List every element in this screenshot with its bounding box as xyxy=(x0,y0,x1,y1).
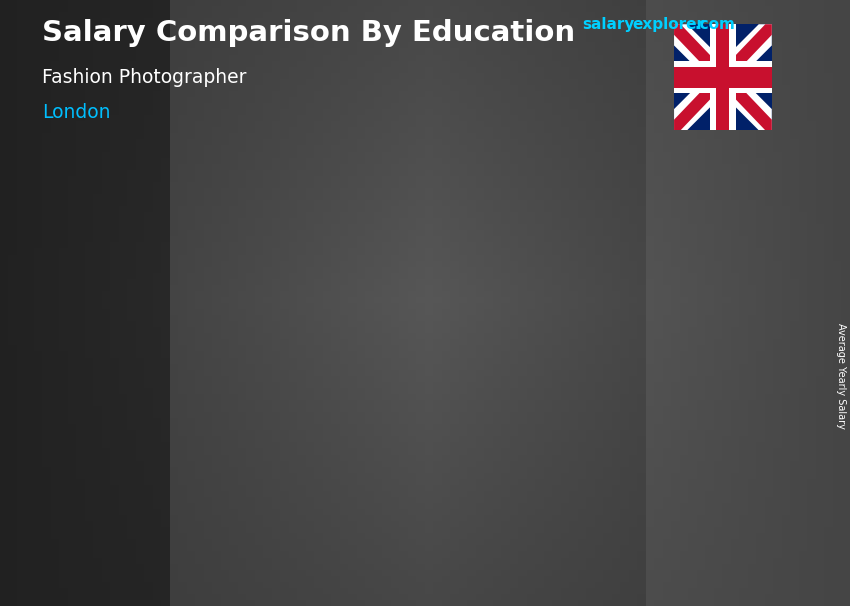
Text: Salary Comparison By Education: Salary Comparison By Education xyxy=(42,19,575,47)
Polygon shape xyxy=(674,24,772,130)
Text: +31%: +31% xyxy=(557,222,625,242)
FancyBboxPatch shape xyxy=(277,402,366,404)
Bar xyxy=(710,24,736,130)
Bar xyxy=(674,61,772,93)
FancyBboxPatch shape xyxy=(451,347,540,527)
Polygon shape xyxy=(674,24,772,130)
Text: Fashion Photographer: Fashion Photographer xyxy=(42,68,247,87)
Text: .com: .com xyxy=(694,17,735,32)
Text: London: London xyxy=(42,103,111,122)
FancyBboxPatch shape xyxy=(626,291,714,527)
FancyBboxPatch shape xyxy=(192,422,207,527)
Text: Average Yearly Salary: Average Yearly Salary xyxy=(836,323,846,428)
FancyBboxPatch shape xyxy=(451,347,540,349)
Text: explorer: explorer xyxy=(632,17,705,32)
FancyBboxPatch shape xyxy=(714,291,730,527)
Polygon shape xyxy=(674,24,772,130)
Polygon shape xyxy=(674,24,772,130)
Bar xyxy=(674,67,772,88)
FancyBboxPatch shape xyxy=(277,403,366,527)
Text: 55,400 GBP: 55,400 GBP xyxy=(264,383,341,396)
Text: 47,100 GBP: 47,100 GBP xyxy=(89,402,167,415)
Bar xyxy=(717,24,729,130)
Text: +18%: +18% xyxy=(208,347,276,367)
FancyBboxPatch shape xyxy=(103,422,192,527)
Text: +45%: +45% xyxy=(382,284,450,304)
FancyBboxPatch shape xyxy=(366,403,382,527)
FancyBboxPatch shape xyxy=(540,347,556,527)
FancyBboxPatch shape xyxy=(103,421,192,422)
FancyBboxPatch shape xyxy=(626,291,714,294)
Text: salary: salary xyxy=(582,17,635,32)
Text: 105,000 GBP: 105,000 GBP xyxy=(617,272,703,285)
Text: 80,300 GBP: 80,300 GBP xyxy=(438,327,515,340)
